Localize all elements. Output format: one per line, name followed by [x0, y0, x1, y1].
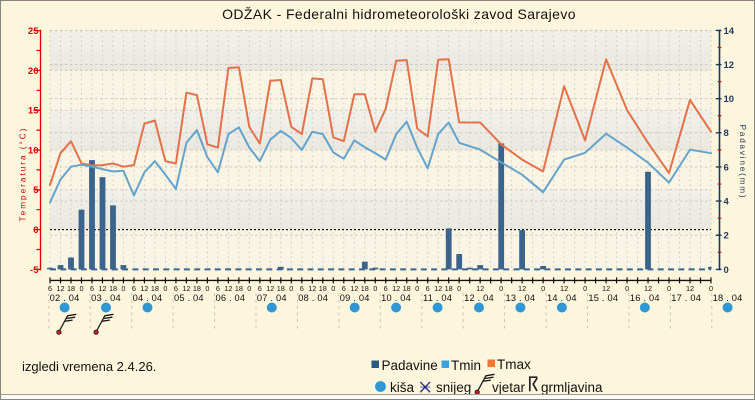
svg-text:2: 2	[724, 231, 729, 242]
svg-text:12: 12	[560, 284, 568, 293]
svg-text:ODŽAK - Federalni hidrometeoro: ODŽAK - Federalni hidrometeorološki zavo…	[222, 6, 576, 22]
svg-text:09 . 04: 09 . 04	[340, 293, 370, 303]
svg-text:Temperatura (°C): Temperatura (°C)	[19, 127, 28, 222]
svg-text:25: 25	[28, 26, 39, 37]
svg-text:6: 6	[48, 284, 52, 293]
svg-text:12: 12	[724, 60, 735, 71]
svg-text:0: 0	[33, 225, 38, 236]
svg-text:6: 6	[132, 284, 136, 293]
svg-text:0: 0	[457, 284, 461, 293]
svg-text:6: 6	[258, 284, 262, 293]
svg-text:12: 12	[518, 284, 526, 293]
svg-text:6: 6	[300, 284, 304, 293]
svg-text:0: 0	[625, 284, 629, 293]
svg-text:0: 0	[373, 284, 377, 293]
svg-text:0: 0	[79, 284, 83, 293]
svg-text:16 . 04: 16 . 04	[630, 293, 660, 303]
svg-text:12: 12	[602, 284, 610, 293]
svg-text:0: 0	[121, 284, 125, 293]
svg-text:-5: -5	[30, 265, 39, 276]
svg-text:08 . 04: 08 . 04	[298, 293, 328, 303]
svg-text:0: 0	[724, 265, 729, 276]
svg-text:03 . 04: 03 . 04	[91, 293, 121, 303]
svg-text:12: 12	[224, 284, 232, 293]
svg-text:18: 18	[445, 284, 453, 293]
svg-text:11 . 04: 11 . 04	[423, 293, 452, 303]
svg-text:0: 0	[289, 284, 293, 293]
svg-text:13 . 04: 13 . 04	[505, 293, 535, 303]
svg-text:12: 12	[140, 284, 148, 293]
svg-text:6: 6	[384, 284, 388, 293]
svg-text:0: 0	[205, 284, 209, 293]
svg-text:0: 0	[499, 284, 503, 293]
svg-text:grmljavina: grmljavina	[541, 380, 603, 395]
svg-text:12: 12	[476, 284, 484, 293]
svg-text:18: 18	[361, 284, 369, 293]
svg-text:Padavine(mm): Padavine(mm)	[738, 125, 747, 200]
svg-text:12: 12	[644, 284, 652, 293]
svg-text:6: 6	[342, 284, 346, 293]
svg-text:12: 12	[56, 284, 64, 293]
svg-text:0: 0	[709, 284, 713, 293]
svg-text:12: 12	[98, 284, 106, 293]
svg-text:10: 10	[28, 145, 39, 156]
svg-text:12: 12	[350, 284, 358, 293]
svg-text:Padavine: Padavine	[382, 358, 438, 373]
svg-text:12 . 04: 12 . 04	[464, 293, 494, 303]
svg-text:07 . 04: 07 . 04	[257, 293, 287, 303]
svg-text:6: 6	[90, 284, 94, 293]
svg-text:18: 18	[277, 284, 285, 293]
svg-text:izgledi vremena 2.4.26.: izgledi vremena 2.4.26.	[22, 359, 156, 374]
svg-text:0: 0	[247, 284, 251, 293]
svg-text:6: 6	[426, 284, 430, 293]
svg-text:0: 0	[163, 284, 167, 293]
svg-text:kiša: kiša	[390, 380, 414, 395]
svg-text:4: 4	[724, 197, 730, 208]
svg-text:18: 18	[403, 284, 411, 293]
svg-text:8: 8	[724, 128, 729, 139]
svg-text:12: 12	[686, 284, 694, 293]
svg-text:17 . 04: 17 . 04	[671, 293, 701, 303]
svg-text:12: 12	[392, 284, 400, 293]
svg-text:0: 0	[541, 284, 545, 293]
svg-text:5: 5	[33, 185, 39, 196]
svg-text:0: 0	[415, 284, 419, 293]
svg-text:18: 18	[67, 284, 75, 293]
svg-text:04 . 04: 04 . 04	[133, 293, 163, 303]
svg-text:02 . 04: 02 . 04	[50, 293, 80, 303]
svg-text:6: 6	[174, 284, 178, 293]
svg-text:18: 18	[151, 284, 159, 293]
svg-text:14: 14	[724, 26, 735, 37]
svg-text:15: 15	[28, 106, 39, 117]
svg-text:15 . 04: 15 . 04	[588, 293, 618, 303]
svg-text:vjetar: vjetar	[492, 380, 526, 395]
svg-text:18: 18	[319, 284, 327, 293]
svg-text:20: 20	[28, 66, 39, 77]
svg-text:6: 6	[724, 162, 729, 173]
svg-text:06 . 04: 06 . 04	[215, 293, 245, 303]
svg-text:18 . 04: 18 . 04	[713, 293, 743, 303]
svg-text:6: 6	[216, 284, 220, 293]
svg-text:0: 0	[583, 284, 587, 293]
svg-text:0: 0	[331, 284, 335, 293]
svg-text:18: 18	[193, 284, 201, 293]
svg-text:Tmax: Tmax	[497, 357, 531, 372]
svg-text:10: 10	[724, 94, 735, 105]
svg-text:14 . 04: 14 . 04	[547, 293, 577, 303]
svg-text:snijeg: snijeg	[436, 380, 471, 395]
svg-text:Tmin: Tmin	[451, 358, 481, 373]
svg-text:10 . 04: 10 . 04	[381, 293, 411, 303]
svg-text:0: 0	[667, 284, 671, 293]
svg-text:05 . 04: 05 . 04	[174, 293, 204, 303]
svg-text:18: 18	[235, 284, 243, 293]
svg-text:12: 12	[182, 284, 190, 293]
svg-text:12: 12	[266, 284, 274, 293]
svg-text:18: 18	[109, 284, 117, 293]
svg-text:12: 12	[308, 284, 316, 293]
svg-text:12: 12	[434, 284, 442, 293]
